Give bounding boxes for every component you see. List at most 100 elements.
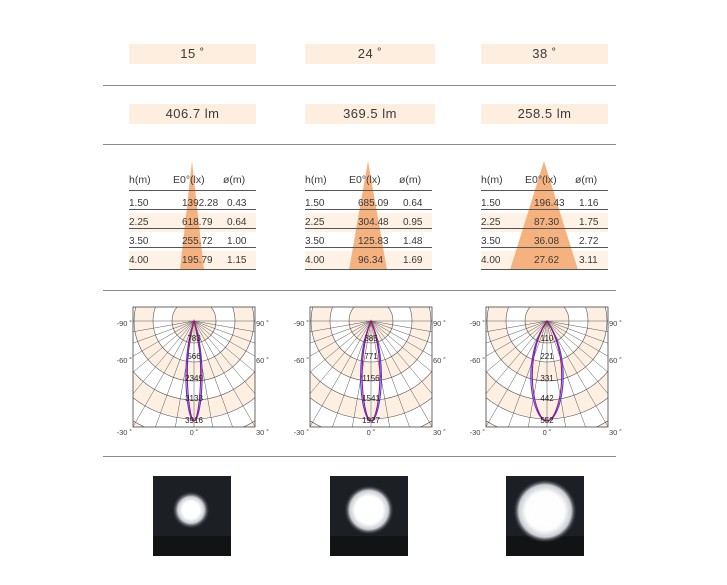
table-cell: 195.79 (182, 255, 213, 266)
table-row: 3.50 255.72 1.00 (129, 232, 256, 251)
header-cell: ø(m) (575, 174, 598, 186)
table-cell: 1.15 (227, 255, 247, 266)
row-rule (129, 209, 256, 210)
angle-label: -30 ˚ (116, 428, 132, 437)
angle-label: 30 ˚ (609, 428, 622, 437)
beam-spot-photo (153, 476, 231, 556)
intensity-value: 385 (364, 334, 378, 343)
intensity-value: 1927 (362, 416, 380, 425)
intensity-value: 552 (540, 416, 554, 425)
angle-label: -90 ˚ (469, 319, 485, 328)
table-cell: 4.00 (305, 255, 325, 266)
light-cone (510, 161, 578, 270)
table-row: 1.50 196.43 1.16 (481, 194, 608, 213)
table-cell: 1.50 (129, 198, 149, 209)
light-cone (180, 161, 204, 270)
light-spot-image (330, 485, 408, 556)
lumen-label: 258.5 lm (517, 106, 572, 121)
table-row: 4.00 27.62 3.11 (481, 251, 608, 270)
row-rule (129, 190, 256, 191)
intensity-value: 3916 (185, 416, 203, 425)
table-cell: 87.30 (534, 217, 560, 228)
light-spot-image (506, 479, 584, 556)
row-rule (481, 247, 608, 248)
table-cell: 4.00 (129, 255, 149, 266)
table-row: 2.25 618.79 0.64 (129, 213, 256, 232)
table-row: 2.25 304.48 0.95 (305, 213, 432, 232)
row-rule (481, 209, 608, 210)
polar-chart (485, 306, 609, 428)
light-cone (349, 161, 387, 270)
illuminance-table: h(m) E0°(lx) ø(m) 1.50 196.43 1.16 2.25 87.30 1.… (481, 161, 608, 270)
angle-label: 90 ˚ (256, 319, 269, 328)
table-cell: 1.50 (305, 198, 325, 209)
angle-label: 0 ˚ (366, 428, 376, 437)
table-header: h(m) E0°(lx) ø(m) (129, 171, 256, 190)
row-rule (481, 269, 608, 270)
table-cell: 0.64 (403, 198, 423, 209)
row-rule (129, 269, 256, 270)
beam-angle-pill: 15 ˚ (129, 44, 256, 64)
table-cell: 1.75 (579, 217, 599, 228)
table-cell: 3.50 (305, 236, 325, 247)
beam-angle-pill: 38 ˚ (481, 44, 608, 64)
intensity-curve (186, 319, 202, 422)
angle-label: 30 ˚ (433, 428, 446, 437)
table-cell: 685.09 (358, 198, 389, 209)
table-cell: 2.25 (305, 217, 325, 228)
divider (103, 456, 616, 457)
header-cell: h(m) (481, 174, 503, 186)
angle-label: -30 ˚ (293, 428, 309, 437)
beam-angle-label: 15 ˚ (180, 46, 205, 61)
table-cell: 36.08 (534, 236, 560, 247)
angle-label: 0 ˚ (189, 428, 199, 437)
table-cell: 0.95 (403, 217, 423, 228)
table-cell: 0.43 (227, 198, 247, 209)
angle-label: 60 ˚ (609, 356, 622, 365)
polar-diagram: 783 566 2349 3133 3916 -90 ˚ 90 ˚ -60 ˚ 60 ˚ -30 … (112, 306, 272, 438)
intensity-value: 2349 (185, 374, 203, 383)
beam-spot-photo (330, 476, 408, 556)
polar-chart (132, 306, 256, 428)
table-cell: 1.00 (227, 236, 247, 247)
row-rule (305, 190, 432, 191)
table-header: h(m) E0°(lx) ø(m) (305, 171, 432, 190)
beam-angle-label: 38 ˚ (532, 46, 557, 61)
row-rule (129, 247, 256, 248)
table-cell: 125.83 (358, 236, 389, 247)
table-cell: 255.72 (182, 236, 213, 247)
table-cell: 96.34 (358, 255, 384, 266)
lumen-label: 369.5 lm (343, 106, 397, 121)
table-cell: 2.25 (129, 217, 149, 228)
intensity-value: 331 (540, 374, 554, 383)
lumen-pill: 369.5 lm (305, 104, 435, 124)
table-row: 1.50 685.09 0.64 (305, 194, 432, 213)
divider (103, 290, 616, 291)
table-row: 3.50 36.08 2.72 (481, 232, 608, 251)
table-cell: 1.50 (481, 198, 501, 209)
table-cell: 1.16 (579, 198, 599, 209)
divider (103, 144, 616, 145)
header-cell: h(m) (305, 174, 327, 186)
polar-chart (309, 306, 433, 428)
light-cone-graphic (510, 161, 578, 270)
intensity-value: 1156 (362, 374, 380, 383)
table-cell: 4.00 (481, 255, 501, 266)
row-rule (305, 269, 432, 270)
intensity-curve (361, 319, 381, 422)
row-rule (129, 228, 256, 229)
angle-label: 30 ˚ (256, 428, 269, 437)
divider (103, 85, 616, 86)
intensity-value: 442 (540, 394, 554, 403)
angle-label: -60 ˚ (293, 356, 309, 365)
intensity-curve (531, 319, 563, 422)
table-cell: 27.62 (534, 255, 560, 266)
angle-label: 0 ˚ (542, 428, 552, 437)
beam-angle-pill: 24 ˚ (305, 44, 435, 64)
light-spot-image (153, 491, 231, 556)
table-cell: 196.43 (534, 198, 565, 209)
angle-label: -60 ˚ (469, 356, 485, 365)
angle-label: -90 ˚ (116, 319, 132, 328)
row-rule (305, 247, 432, 248)
table-cell: 3.11 (579, 255, 598, 266)
